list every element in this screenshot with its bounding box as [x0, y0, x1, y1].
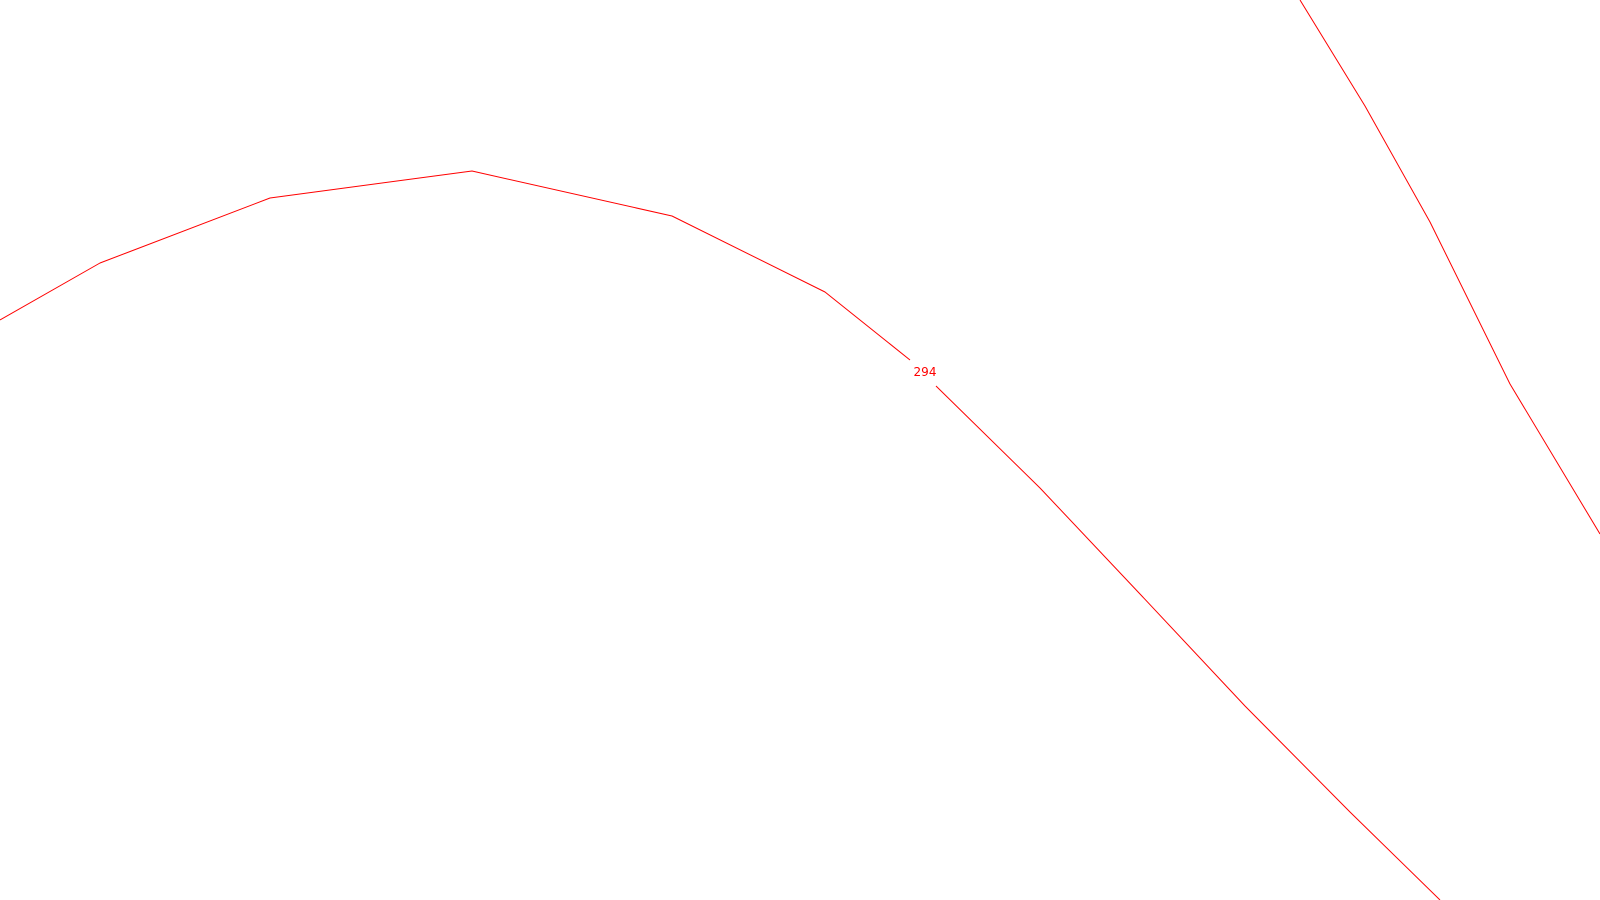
contour-label-mask [912, 364, 938, 380]
contour-line-main [0, 170, 911, 361]
contour-right [1299, 0, 1600, 535]
contour-main: 294 [0, 170, 1441, 900]
contour-line-right [1299, 0, 1600, 535]
contour-label-294: 294 [914, 365, 937, 379]
contour-line-main-lower [935, 385, 1441, 900]
